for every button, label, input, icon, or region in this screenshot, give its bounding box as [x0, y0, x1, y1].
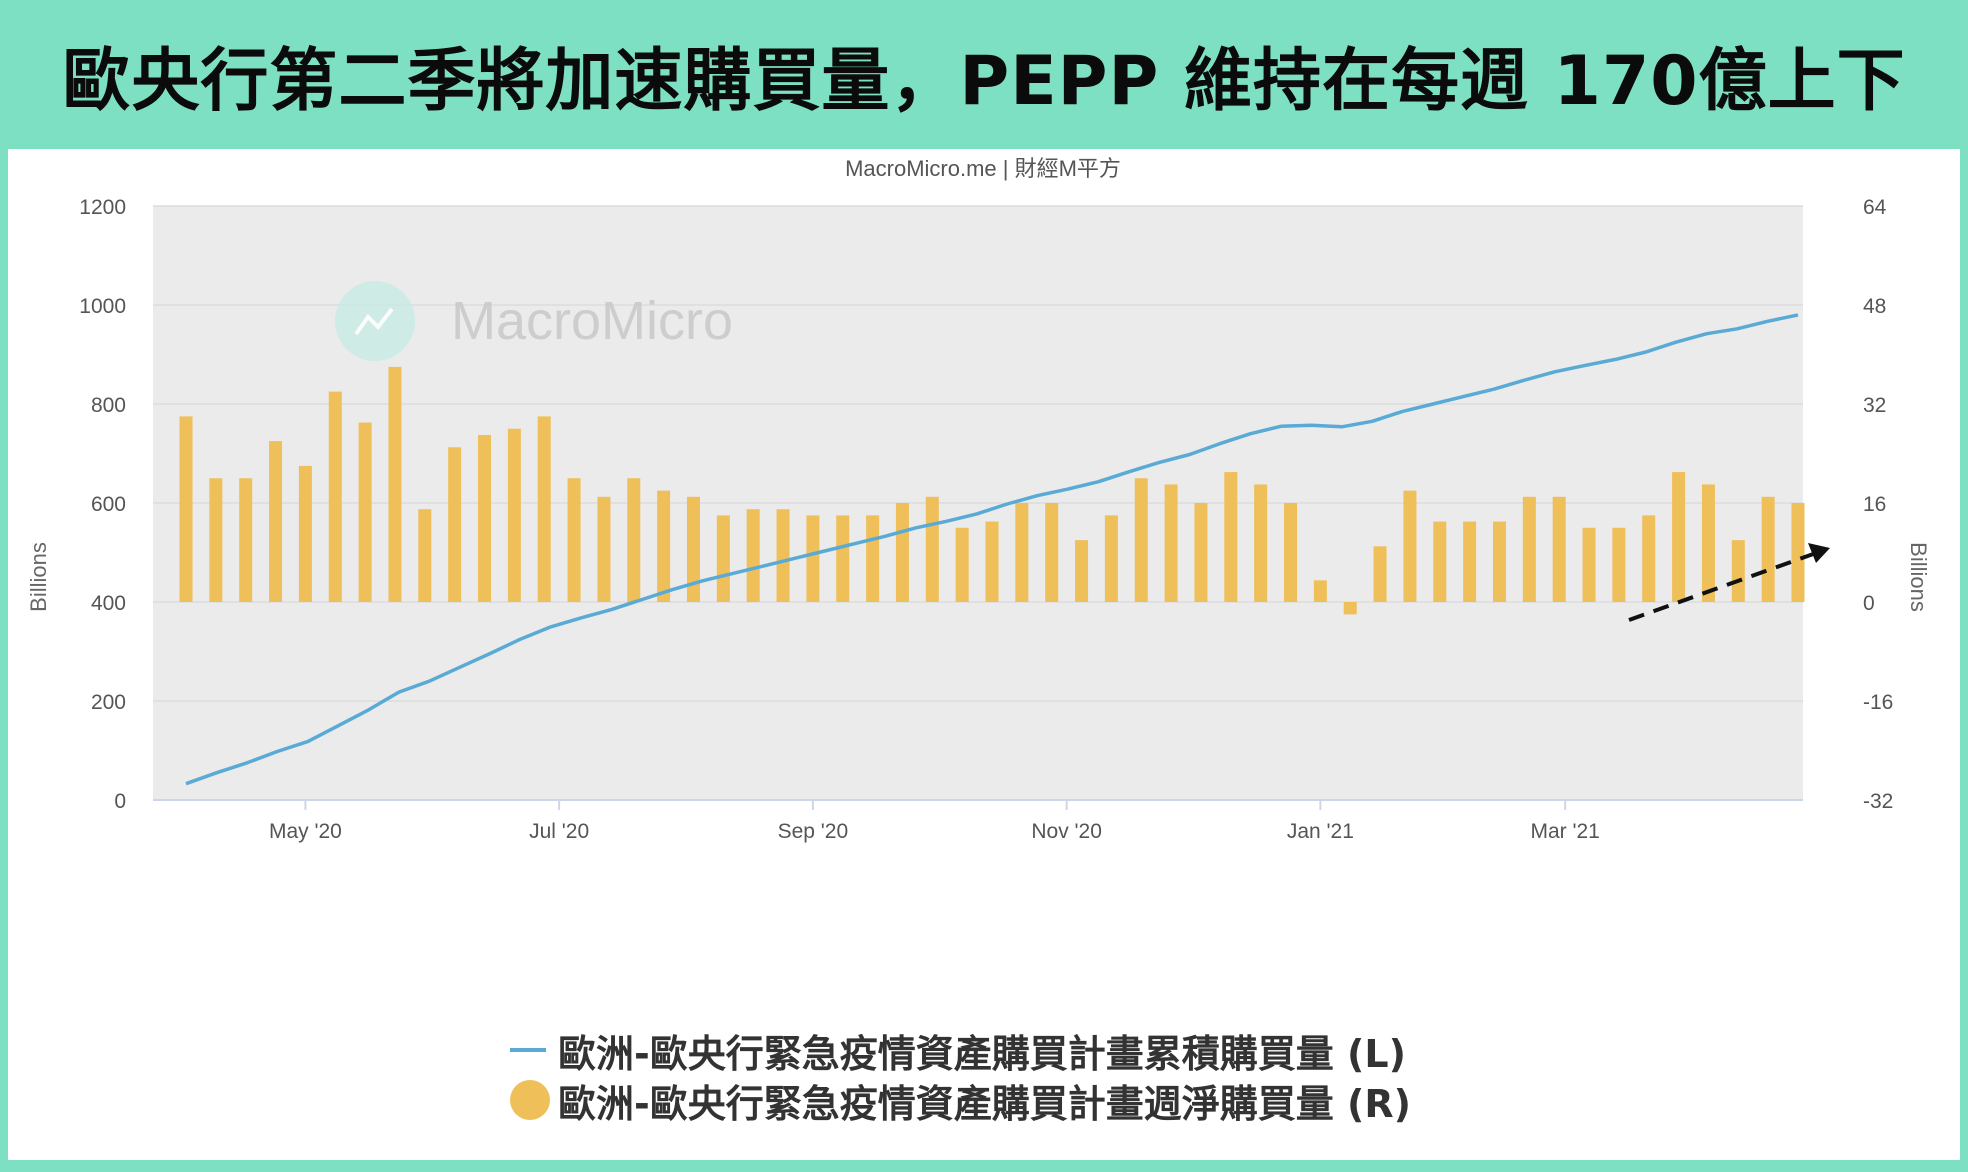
x-tick-label: Nov '20 — [1031, 820, 1102, 843]
right-tick-label: 48 — [1863, 295, 1886, 318]
bar-21 — [806, 515, 820, 602]
bar-26 — [955, 527, 969, 602]
bar-0 — [179, 416, 193, 602]
bar-40 — [1373, 546, 1387, 602]
bar-47 — [1582, 527, 1596, 602]
right-tick-label: 0 — [1863, 592, 1875, 615]
bar-25 — [925, 496, 939, 602]
x-tick-label: May '20 — [269, 820, 342, 843]
bar-50 — [1672, 472, 1686, 602]
bar-15 — [627, 478, 641, 602]
bar-6 — [358, 422, 372, 602]
legend-bar-label: 歐洲-歐央行緊急疫情資產購買計畫週淨購買量 (R) — [558, 1081, 1411, 1126]
bar-28 — [1015, 503, 1029, 602]
bar-1 — [209, 478, 223, 602]
bar-27 — [985, 521, 999, 602]
line-series — [185, 313, 1799, 786]
legend-item-bar[interactable]: 歐洲-歐央行緊急疫情資產購買計畫週淨購買量 (R) — [510, 1075, 1411, 1126]
right-tick-label: 16 — [1863, 493, 1886, 516]
bar-54 — [1791, 503, 1805, 602]
bar-5 — [328, 391, 342, 602]
right-axis-label: Billions — [1906, 542, 1931, 612]
watermark-logo-icon — [335, 281, 415, 361]
line-swatch-icon — [510, 1048, 546, 1052]
left-tick-label: 800 — [91, 394, 126, 417]
bar-38 — [1313, 580, 1327, 602]
bar-34 — [1194, 503, 1208, 602]
bar-17 — [686, 496, 700, 602]
bar-46 — [1552, 496, 1566, 602]
bar-41 — [1403, 490, 1417, 602]
left-tick-label: 200 — [91, 691, 126, 714]
bar-53 — [1761, 496, 1775, 602]
left-tick-label: 0 — [114, 790, 126, 813]
page-title: 歐央行第二季將加速購買量，PEPP 維持在每週 170億上下 — [62, 41, 1906, 121]
bar-44 — [1492, 521, 1506, 602]
axes: 0 200 400 600 800 1000 1200 -32 -16 0 16 32 48 64 May … — [79, 196, 1893, 843]
trend-arrow — [1628, 543, 1830, 622]
bar-48 — [1612, 527, 1626, 602]
bar-20 — [776, 509, 790, 602]
left-tick-label: 400 — [91, 592, 126, 615]
bar-30 — [1075, 540, 1089, 602]
bar-37 — [1284, 503, 1298, 602]
cumulative-line — [185, 313, 1799, 786]
right-tick-label: -16 — [1863, 691, 1893, 714]
x-tick-label: Sep '20 — [778, 820, 849, 843]
bar-29 — [1045, 503, 1059, 602]
bar-22 — [836, 515, 850, 602]
left-tick-label: 1200 — [79, 196, 126, 219]
bar-11 — [507, 428, 521, 602]
left-tick-label: 600 — [91, 493, 126, 516]
bar-2 — [239, 478, 253, 602]
bar-51 — [1701, 484, 1715, 602]
legend-item-line[interactable]: 歐洲-歐央行緊急疫情資產購買計畫累積購買量 (L) — [510, 1025, 1411, 1076]
right-tick-label: 32 — [1863, 394, 1886, 417]
x-tick-label: Mar '21 — [1530, 820, 1599, 843]
bar-16 — [657, 490, 671, 602]
bar-13 — [567, 478, 581, 602]
bar-4 — [298, 465, 312, 602]
bar-3 — [269, 441, 283, 602]
bar-series — [179, 366, 1805, 615]
watermark-text: MacroMicro — [451, 291, 733, 351]
bar-9 — [448, 447, 462, 602]
bar-49 — [1642, 515, 1656, 602]
left-axis-label: Billions — [26, 542, 51, 612]
bar-19 — [746, 509, 760, 602]
bar-33 — [1164, 484, 1178, 602]
bar-18 — [716, 515, 730, 602]
bar-23 — [866, 515, 880, 602]
watermark: MacroMicro — [335, 281, 733, 361]
bar-43 — [1463, 521, 1477, 602]
watermark-logo-line — [354, 307, 394, 336]
bar-42 — [1433, 521, 1447, 602]
chart-svg: MacroMicro 0 200 400 600 800 1000 1200 -32 -16 0 1… — [26, 156, 1931, 843]
legend: 歐洲-歐央行緊急疫情資產購買計畫累積購買量 (L) 歐洲-歐央行緊急疫情資產購買… — [510, 1025, 1411, 1126]
x-tick-label: Jan '21 — [1287, 820, 1354, 843]
chart-panel: MacroMicro 0 200 400 600 800 1000 1200 -32 -16 0 1… — [8, 149, 1960, 1160]
bar-7 — [388, 366, 402, 602]
bar-31 — [1104, 515, 1118, 602]
legend-line-label: 歐洲-歐央行緊急疫情資產購買計畫累積購買量 (L) — [558, 1031, 1406, 1076]
bar-52 — [1731, 540, 1745, 602]
bar-35 — [1224, 472, 1238, 602]
bar-24 — [895, 503, 909, 602]
source-credit: MacroMicro.me | 財經M平方 — [845, 156, 1121, 181]
bar-14 — [597, 496, 611, 602]
bar-45 — [1522, 496, 1536, 602]
bar-10 — [478, 434, 492, 602]
x-tick-label: Jul '20 — [529, 820, 589, 843]
bar-12 — [537, 416, 551, 602]
bar-8 — [418, 509, 432, 602]
right-tick-label: 64 — [1863, 196, 1887, 219]
bar-swatch-icon — [510, 1080, 550, 1120]
left-tick-label: 1000 — [79, 295, 126, 318]
bar-39 — [1343, 602, 1357, 615]
bar-32 — [1134, 478, 1148, 602]
right-tick-label: -32 — [1863, 790, 1893, 813]
bar-36 — [1254, 484, 1268, 602]
